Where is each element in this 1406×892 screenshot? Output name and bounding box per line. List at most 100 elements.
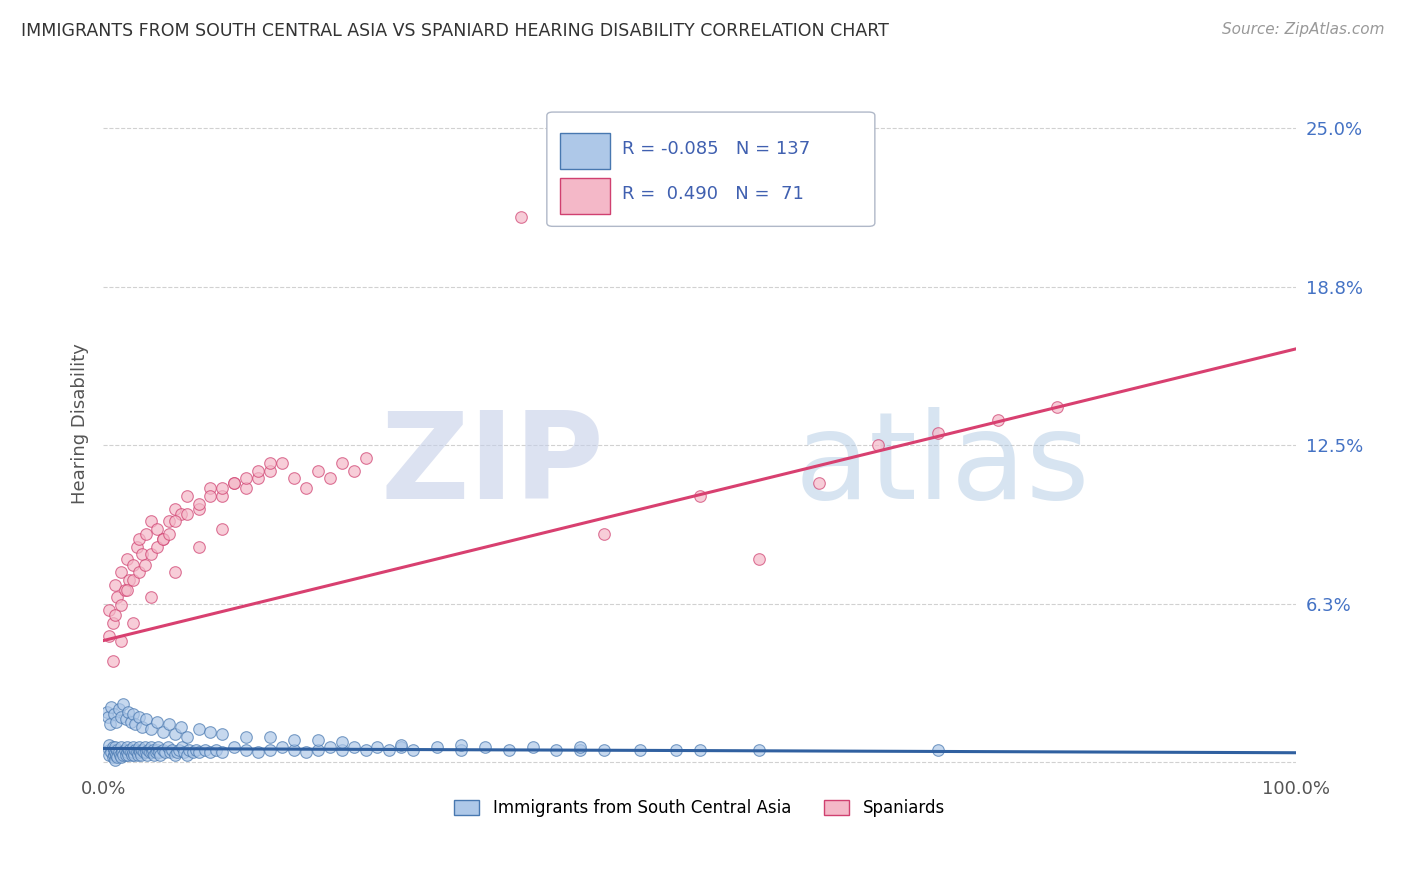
Point [354,450,377,465]
Point [148,745,170,759]
Point [115,740,138,755]
Point [186,742,208,756]
Legend: Immigrants from South Central Asia, Spaniards: Immigrants from South Central Asia, Span… [447,793,952,824]
Point [138,745,160,759]
Point [104,608,127,623]
FancyBboxPatch shape [547,112,875,227]
Point [98,717,121,731]
Point [132,745,155,759]
Point [101,615,124,630]
Point [205,742,228,756]
Point [200,745,222,759]
Point [224,476,246,491]
Point [128,710,150,724]
Point [389,738,412,752]
Point [110,710,132,724]
Point [146,522,169,536]
Point [247,745,270,759]
Point [131,742,153,756]
Point [103,742,125,756]
Point [100,699,122,714]
Point [169,720,191,734]
Point [156,740,179,755]
Point [139,547,162,561]
Point [283,471,305,485]
Point [163,501,186,516]
Point [173,745,195,759]
Point [193,742,215,756]
Point [105,714,128,729]
Point [108,747,131,762]
Point [807,476,830,491]
Point [107,750,129,764]
Point [134,740,156,755]
Point [115,552,138,566]
Point [128,742,150,756]
Point [128,565,150,579]
Point [546,742,568,756]
Point [149,747,172,762]
Point [593,742,616,756]
Point [117,705,139,719]
Point [120,714,142,729]
Point [177,742,200,756]
Point [152,725,174,739]
Point [163,565,186,579]
Point [104,753,127,767]
Point [146,740,169,755]
Point [187,745,209,759]
Point [157,515,180,529]
Point [259,730,281,744]
Point [124,742,146,756]
Point [235,471,257,485]
Point [110,740,132,755]
Point [122,615,145,630]
Text: ZIP: ZIP [381,407,605,524]
Point [97,710,120,724]
Point [200,725,222,739]
Point [128,532,150,546]
Point [117,747,139,762]
Point [163,747,186,762]
Point [104,740,127,755]
Point [689,489,711,503]
Point [139,723,162,737]
Point [139,740,162,755]
Point [748,552,770,566]
Point [98,738,121,752]
Point [283,742,305,756]
Point [114,712,136,726]
Point [131,720,153,734]
Point [134,558,156,572]
Point [224,476,246,491]
Point [224,740,246,755]
Point [402,742,425,756]
Point [295,745,318,759]
Point [135,745,157,759]
Point [98,742,121,756]
Point [107,742,129,756]
Point [211,482,233,496]
Point [125,745,148,759]
Point [307,742,329,756]
Point [152,742,174,756]
Point [868,438,890,452]
Point [247,471,270,485]
Point [103,747,125,762]
Point [163,727,186,741]
Point [101,750,124,764]
Point [569,740,592,755]
Point [121,747,143,762]
Point [522,740,544,755]
Y-axis label: Hearing Disability: Hearing Disability [72,343,89,504]
Point [114,742,136,756]
Point [169,507,191,521]
Point [153,745,176,759]
Point [112,697,135,711]
Point [114,582,136,597]
Point [271,740,294,755]
Point [110,633,132,648]
Point [135,527,157,541]
Point [111,745,134,759]
Point [110,598,132,612]
